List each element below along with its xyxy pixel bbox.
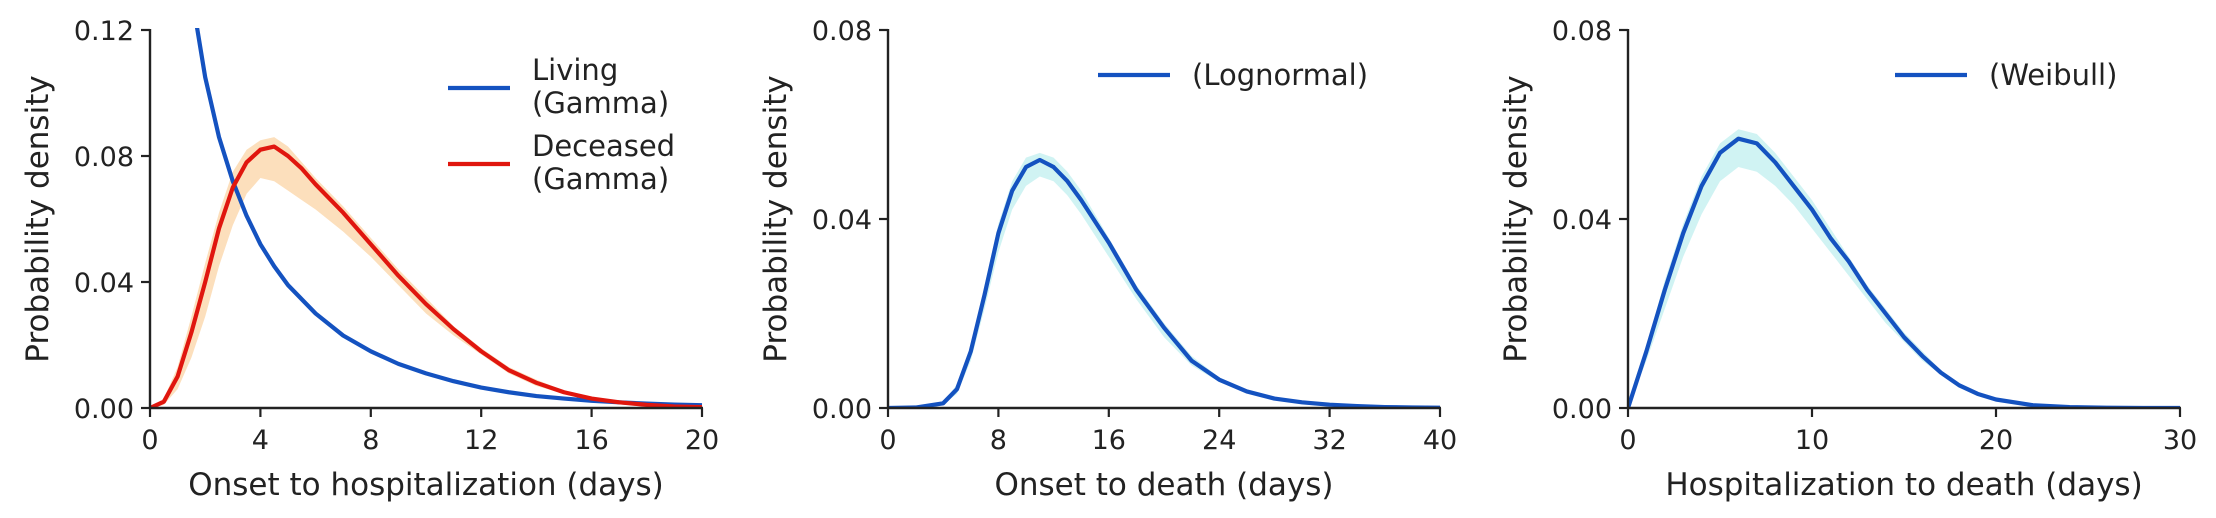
legend-label-1: (Weibull) bbox=[1989, 58, 2117, 92]
y-tick-label: 0.00 bbox=[1552, 394, 1612, 425]
x-tick-label: 16 bbox=[574, 425, 608, 456]
x-tick-label: 12 bbox=[464, 425, 498, 456]
x-tick-label: 32 bbox=[1312, 425, 1346, 456]
x-tick-label: 8 bbox=[990, 425, 1007, 456]
y-axis-label: Probability density bbox=[20, 75, 56, 362]
legend: Living (Gamma) Deceased (Gamma) bbox=[448, 53, 675, 196]
y-tick-label: 0.12 bbox=[74, 16, 134, 47]
series-line-1 bbox=[888, 157, 1441, 408]
panel-3: 0 10 20 30 0.00 0.04 0.08 Hospitalization to de… bbox=[1498, 16, 2197, 503]
x-tick-label: 40 bbox=[1423, 425, 1457, 456]
x-axis-label: Onset to death (days) bbox=[994, 467, 1333, 503]
x-tick-label: 20 bbox=[685, 425, 719, 456]
x-tick-label: 16 bbox=[1092, 425, 1126, 456]
x-tick-label: 30 bbox=[2163, 425, 2197, 456]
y-tick-label: 0.00 bbox=[812, 394, 872, 425]
legend: (Weibull) bbox=[1895, 58, 2117, 92]
x-tick-label: 24 bbox=[1202, 425, 1236, 456]
y-tick-label: 0.00 bbox=[74, 394, 134, 425]
y-tick-label: 0.04 bbox=[1552, 205, 1612, 236]
y-tick-label: 0.04 bbox=[812, 205, 872, 236]
plot-area bbox=[888, 152, 1441, 408]
y-tick-label: 0.04 bbox=[74, 268, 134, 299]
legend-label-1: Living (Gamma) bbox=[532, 53, 669, 120]
series-line-1 bbox=[1628, 136, 2181, 408]
y-axis-label: Probability density bbox=[1498, 75, 1534, 362]
panel-2: 0 8 16 24 32 40 0.00 0.04 0.08 Onset to death (da… bbox=[758, 16, 1457, 503]
x-axis-label: Onset to hospitalization (days) bbox=[188, 467, 664, 503]
legend: (Lognormal) bbox=[1098, 58, 1368, 92]
y-tick-label: 0.08 bbox=[1552, 16, 1612, 47]
y-tick-label: 0.08 bbox=[812, 16, 872, 47]
x-tick-label: 0 bbox=[141, 425, 158, 456]
x-tick-label: 20 bbox=[1979, 425, 2013, 456]
x-tick-label: 0 bbox=[879, 425, 896, 456]
confidence-band-1 bbox=[888, 152, 1440, 408]
series-line-1 bbox=[194, 28, 703, 408]
x-tick-label: 10 bbox=[1795, 425, 1829, 456]
y-tick-label: 0.08 bbox=[74, 142, 134, 173]
legend-label-2: Deceased (Gamma) bbox=[532, 129, 675, 196]
x-tick-label: 0 bbox=[1619, 425, 1636, 456]
y-axis-label: Probability density bbox=[758, 75, 794, 362]
series-line-2 bbox=[150, 144, 703, 408]
x-axis-label: Hospitalization to death (days) bbox=[1665, 467, 2142, 503]
x-tick-label: 8 bbox=[362, 425, 379, 456]
panel-1: 0 4 8 12 16 20 0.00 0.04 0.08 0.12 Onset to hospit… bbox=[20, 16, 719, 503]
x-tick-label: 4 bbox=[252, 425, 269, 456]
plot-area bbox=[1628, 129, 2181, 408]
plot-area bbox=[150, 28, 703, 408]
legend-label-1: (Lognormal) bbox=[1192, 58, 1368, 92]
